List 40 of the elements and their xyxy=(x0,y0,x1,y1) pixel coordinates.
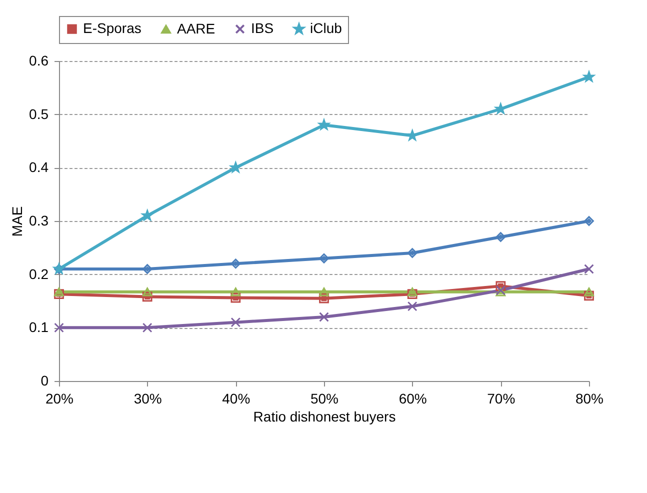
point xyxy=(583,71,595,82)
point xyxy=(584,264,594,274)
legend-label: iClub xyxy=(310,20,342,36)
y-tick-label: 0.6 xyxy=(29,52,49,68)
point xyxy=(406,130,418,140)
point xyxy=(142,322,152,333)
point xyxy=(142,264,152,274)
x-tick-label: 50% xyxy=(310,390,339,406)
legend-label: E-Sporas xyxy=(83,20,142,36)
x-tick-label: 60% xyxy=(398,390,427,406)
x-tick-label: 70% xyxy=(487,390,516,406)
point xyxy=(319,312,329,322)
x-tick-label: 40% xyxy=(222,390,250,406)
x-tick-label: 20% xyxy=(45,390,74,406)
point xyxy=(496,232,506,242)
x-tick-label: 80% xyxy=(575,390,604,406)
point xyxy=(54,322,64,333)
point xyxy=(407,248,418,258)
legend-label: IBS xyxy=(251,20,274,36)
y-tick-label: 0.1 xyxy=(29,319,49,336)
point xyxy=(230,258,241,269)
point xyxy=(495,103,506,114)
x-axis-title: Ratio dishonest buyers xyxy=(253,408,396,424)
x-tick-label: 30% xyxy=(134,390,162,406)
point xyxy=(230,317,241,328)
point xyxy=(142,210,153,220)
point xyxy=(407,301,418,312)
y-tick-label: 0 xyxy=(40,372,49,388)
point xyxy=(230,162,242,172)
point xyxy=(142,288,152,296)
point xyxy=(319,293,329,304)
y-tick-label: 0.5 xyxy=(29,106,49,122)
point xyxy=(407,288,418,296)
y-tick-label: 0.4 xyxy=(29,159,49,176)
y-axis-title: MAE xyxy=(9,206,26,237)
legend-label: AARE xyxy=(177,20,216,36)
point xyxy=(496,288,506,296)
y-tick-label: 0.3 xyxy=(29,212,49,228)
point xyxy=(319,253,329,264)
y-tick-label: 0.2 xyxy=(29,266,49,282)
